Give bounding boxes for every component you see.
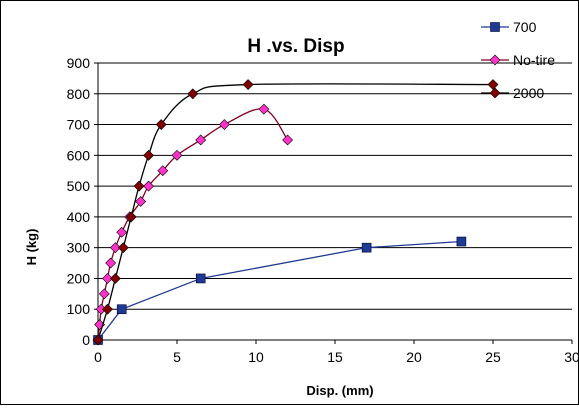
data-point (242, 79, 254, 90)
data-point (143, 180, 154, 192)
legend-marker (489, 54, 501, 66)
y-tick-label: 200 (67, 270, 91, 286)
data-point (135, 196, 147, 207)
y-tick-label: 600 (67, 147, 91, 163)
data-point (155, 119, 167, 130)
series-2000 (92, 79, 499, 346)
legend-entry: 2000 (481, 85, 544, 101)
data-point (133, 180, 145, 192)
series-No-tire (92, 103, 294, 346)
y-tick-label: 300 (67, 240, 91, 256)
data-point (109, 242, 121, 254)
data-point (195, 273, 206, 284)
data-point (92, 334, 104, 346)
data-point (171, 149, 183, 161)
x-tick-label: 10 (248, 349, 264, 365)
data-point (218, 119, 230, 130)
data-point (102, 303, 113, 315)
legend-marker (489, 87, 501, 99)
legend: 700 No-tire 2000 (481, 19, 555, 101)
legend-label: 2000 (513, 85, 544, 101)
legend-label: No-tire (513, 52, 555, 68)
y-tick-label: 700 (67, 117, 91, 133)
x-tick-label: 15 (327, 349, 343, 365)
y-tick-label: 500 (67, 178, 91, 194)
data-point (258, 103, 270, 115)
data-point (109, 273, 121, 284)
data-point (102, 273, 113, 284)
y-tick-label: 100 (67, 301, 91, 317)
legend-entry: No-tire (481, 52, 555, 68)
data-point (282, 134, 294, 146)
data-point (116, 226, 128, 238)
x-axis-label: Disp. (mm) (306, 383, 373, 398)
chart-title: H .vs. Disp (247, 36, 344, 57)
data-point (125, 211, 137, 223)
data-point (143, 149, 154, 161)
x-tick-label: 5 (173, 349, 181, 365)
series-layer (92, 79, 499, 346)
data-point (105, 257, 117, 269)
x-tick-label: 20 (406, 349, 422, 365)
data-point (187, 88, 199, 100)
x-tick-label: 0 (94, 349, 102, 365)
x-tick-label: 30 (564, 349, 579, 365)
data-point (361, 242, 372, 253)
y-tick-label: 900 (67, 55, 91, 71)
data-point (98, 288, 110, 300)
data-point (487, 79, 499, 90)
data-point (116, 304, 127, 315)
y-tick-label: 0 (82, 332, 90, 348)
data-point (117, 242, 129, 254)
data-point (157, 165, 169, 177)
legend-marker (490, 22, 500, 32)
data-point (195, 134, 207, 146)
data-point (456, 236, 467, 247)
y-tick-label: 400 (67, 209, 91, 225)
legend-label: 700 (513, 19, 537, 35)
legend-entry: 700 (481, 19, 537, 35)
axis-layer: 0 100 200 300 400 500 600 700 800 900 0 5 10 15 20 25 30 (67, 55, 579, 365)
y-tick-label: 800 (67, 86, 91, 102)
x-tick-label: 25 (485, 349, 501, 365)
y-axis-label: H (kg) (24, 229, 39, 266)
